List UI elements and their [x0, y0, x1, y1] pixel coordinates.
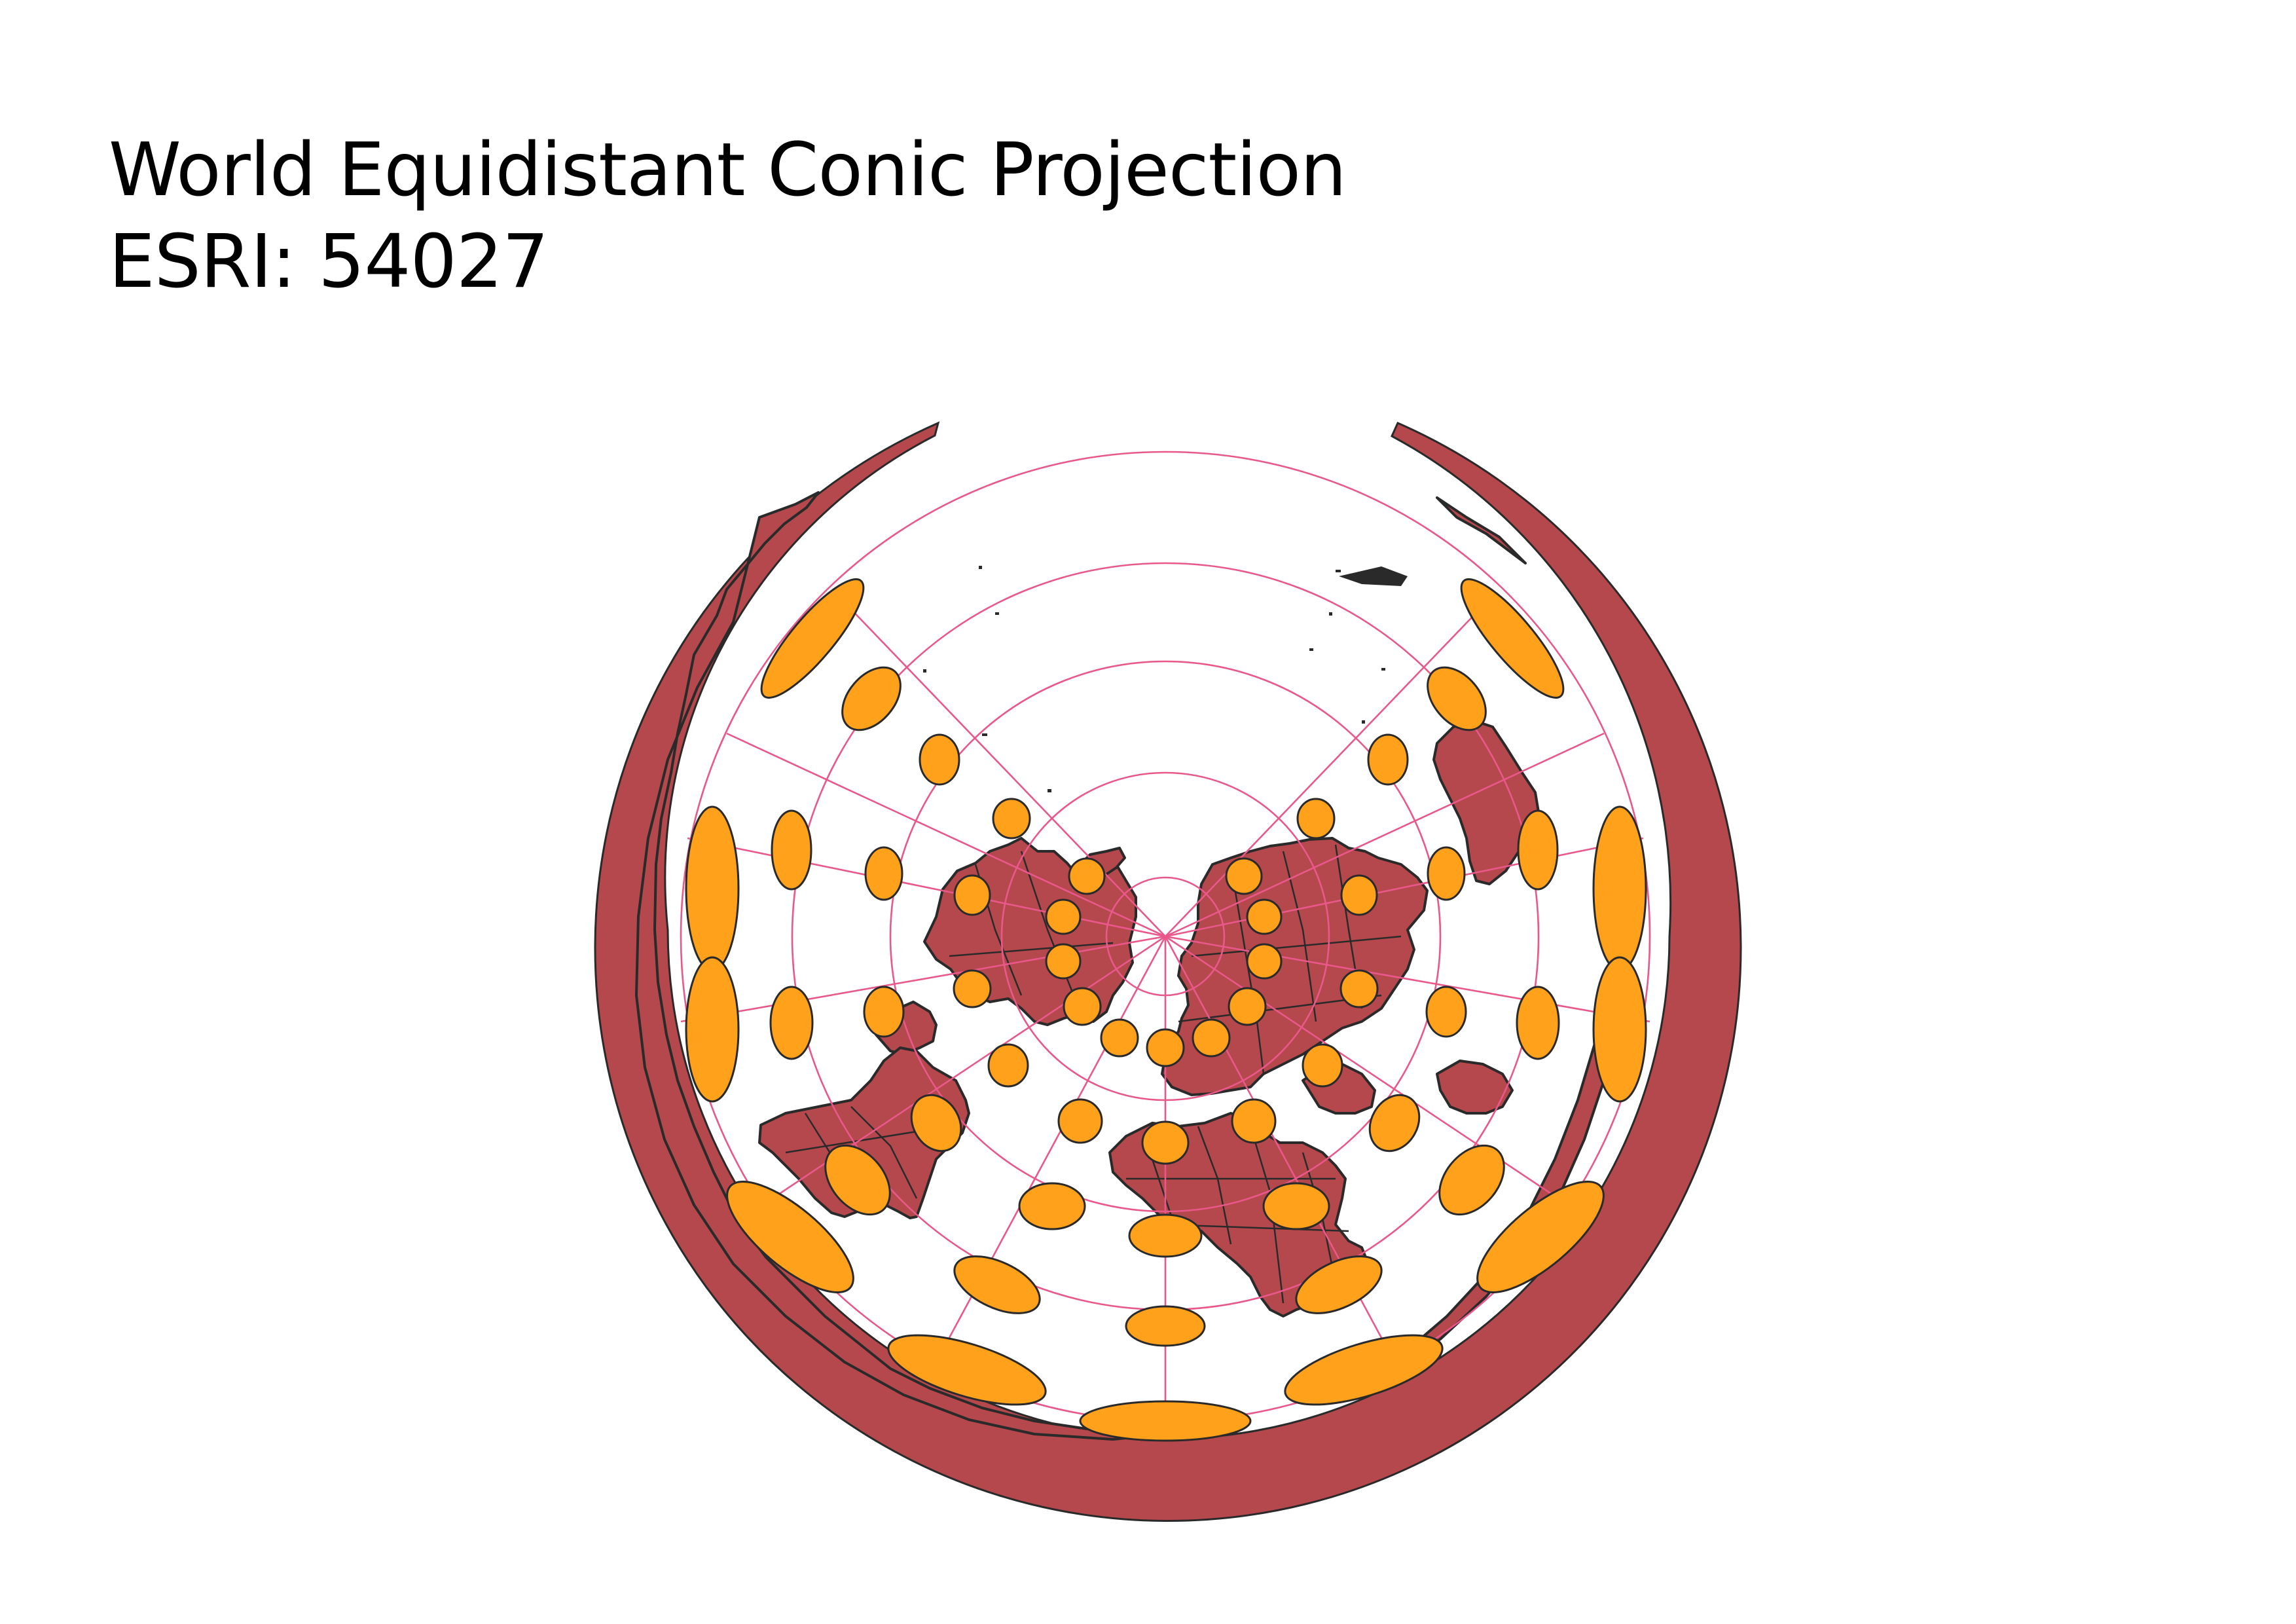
graticule — [680, 451, 1651, 1422]
tissot-ellipse — [1427, 846, 1466, 901]
tissot-ellipse — [1068, 857, 1106, 895]
tissot-ellipse — [864, 846, 903, 901]
tissot-ellipse — [1516, 986, 1560, 1060]
tissot-ellipse — [1427, 666, 1487, 731]
tissot-ellipse — [1141, 1120, 1190, 1165]
tissot-ellipse — [685, 956, 740, 1103]
tissot-ellipse — [1262, 1182, 1330, 1230]
title-block: World Equidistant Conic Projection ESRI:… — [109, 124, 1347, 308]
tissot-ellipse — [992, 798, 1031, 840]
country-borders — [785, 844, 1402, 1304]
tissot-ellipse — [1296, 798, 1336, 840]
tissot-ellipse — [685, 805, 740, 972]
tissot-ellipse — [1476, 1181, 1605, 1293]
map-title: World Equidistant Conic Projection — [109, 128, 1347, 213]
tissot-indicatrices — [685, 578, 1647, 1442]
tissot-ellipse — [1517, 809, 1559, 891]
tissot-ellipse — [1367, 733, 1409, 786]
tissot-ellipse — [1079, 1400, 1252, 1442]
tissot-ellipse — [760, 578, 865, 699]
antarctica-coast-right — [1436, 496, 1527, 564]
tissot-ellipse — [1295, 1255, 1383, 1314]
tissot-ellipse — [1592, 956, 1647, 1103]
tissot-ellipse — [1425, 986, 1467, 1038]
tissot-ellipse — [1438, 1144, 1505, 1216]
tissot-ellipse — [841, 666, 902, 731]
antarctica-coast-left — [635, 491, 1167, 1441]
tissot-ellipse — [1192, 1018, 1231, 1058]
tissot-ellipse — [987, 1043, 1029, 1088]
tissot-ellipse — [953, 1255, 1041, 1314]
tissot-ellipse — [1018, 1182, 1086, 1230]
tissot-ellipse — [1045, 943, 1082, 980]
tissot-ellipse — [919, 733, 960, 786]
tissot-ellipse — [1302, 1043, 1343, 1088]
tissot-ellipse — [953, 969, 992, 1008]
land-east-asia-islands — [1432, 719, 1540, 885]
land-australia — [1436, 1060, 1514, 1115]
tissot-ellipse — [1228, 987, 1267, 1026]
tissot-ellipse — [1592, 805, 1647, 972]
tissot-ellipse — [1045, 898, 1082, 935]
tissot-ellipse — [771, 809, 812, 891]
tissot-ellipse — [1368, 1094, 1421, 1153]
tissot-ellipse — [1246, 898, 1283, 935]
tissot-ellipse — [1339, 969, 1379, 1008]
tissot-ellipse — [1340, 874, 1378, 916]
antarctica-ring — [594, 421, 1742, 1522]
land-south-america — [758, 1046, 970, 1219]
tissot-ellipse — [1225, 857, 1263, 895]
tissot-ellipse — [769, 986, 814, 1060]
tissot-ellipse — [1057, 1098, 1103, 1144]
arctic-island-specks — [923, 566, 1408, 792]
map-crs-label: ESRI: 54027 — [109, 219, 549, 304]
tissot-ellipse — [1284, 1334, 1444, 1406]
tissot-ellipse — [1146, 1028, 1185, 1067]
tissot-ellipse — [1231, 1098, 1277, 1144]
tissot-ellipse — [953, 874, 991, 916]
tissot-ellipse — [863, 986, 905, 1038]
tissot-ellipse — [1246, 943, 1283, 980]
tissot-ellipse — [824, 1144, 891, 1216]
tissot-ellipse — [1125, 1305, 1206, 1347]
tissot-ellipse — [1100, 1018, 1139, 1058]
tissot-ellipse — [1063, 987, 1102, 1026]
tissot-ellipse — [1460, 578, 1565, 699]
tissot-ellipse — [1128, 1213, 1203, 1258]
tissot-ellipse — [910, 1094, 962, 1153]
tissot-ellipse — [726, 1181, 854, 1293]
tissot-ellipse — [887, 1334, 1047, 1406]
